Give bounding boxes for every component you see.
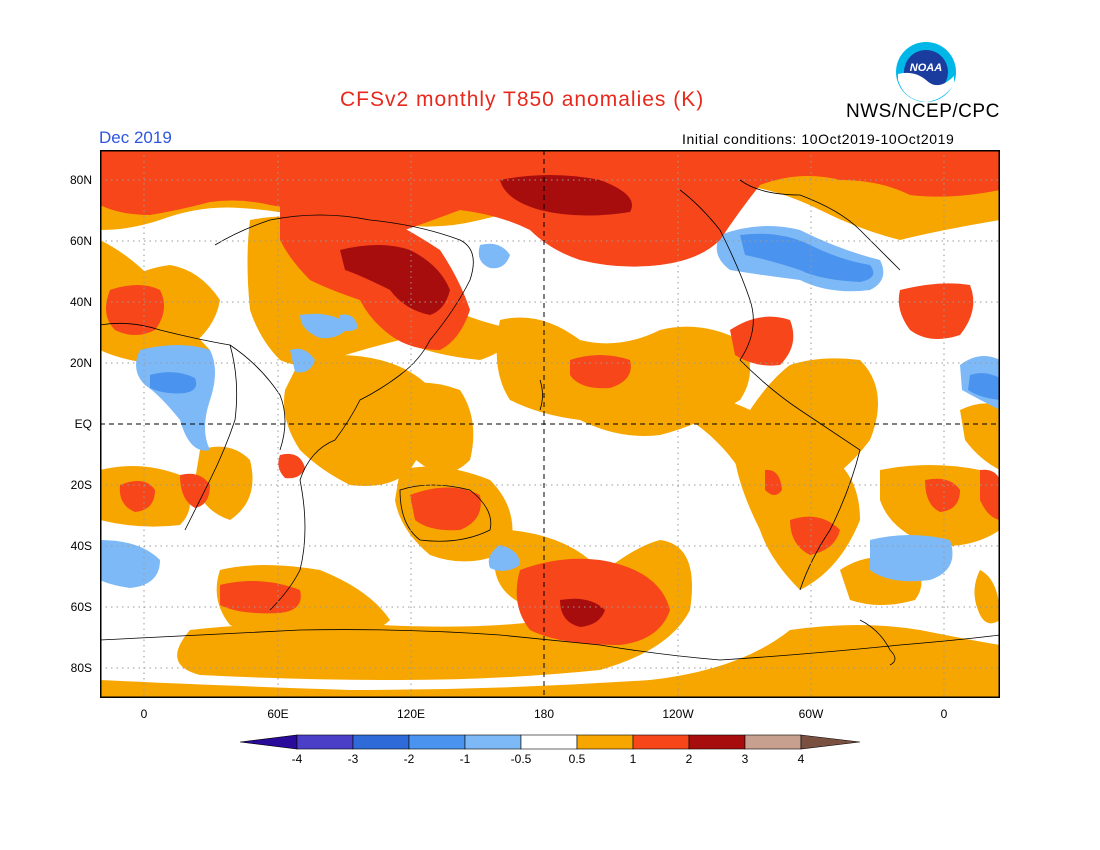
lat-label: 60S [70,600,92,614]
colorbar-swatch [464,734,522,750]
colorbar-label: -2 [403,752,415,766]
colorbar-swatch [296,734,354,750]
colorbar-label: 1 [629,752,637,766]
colorbar-label: -1 [459,752,471,766]
lat-label: 20S [70,478,92,492]
colorbar-swatch [632,734,690,750]
lat-label: 80N [69,173,92,187]
lon-label: 0 [140,707,148,721]
lon-label: 60W [798,707,824,721]
colorbar-label: 2 [685,752,693,766]
colorbar-label: 4 [797,752,805,766]
colorbar-label: -4 [291,752,303,766]
agency-label: NWS/NCEP/CPC [846,101,1000,122]
reference-lines [100,150,1000,698]
anomaly-band-hot [340,175,632,627]
anomaly-band-cool [100,226,1000,588]
lon-label: 0 [940,707,948,721]
colorbar-swatch [576,734,634,750]
anomaly-band-cold [150,233,1000,400]
lat-label: 60N [69,234,92,248]
colorbar-swatch [688,734,746,750]
colorbar-swatch [744,734,802,750]
colorbar-label: 0.5 [568,752,586,766]
lon-label: 60E [267,707,289,721]
lat-label: 40N [69,295,92,309]
colorbar-swatch [352,734,410,750]
colorbar-label: -3 [347,752,359,766]
anomaly-map [100,150,1000,698]
grid-lines [100,150,1000,698]
forecast-month: Dec 2019 [99,128,172,147]
lon-label: 120E [396,707,426,721]
colorbar-swatch [800,734,861,750]
lon-label: 180 [533,707,555,721]
svg-text:NOAA: NOAA [910,62,942,74]
noaa-logo-icon: NOAA [896,42,956,102]
lat-label: 20N [69,356,92,370]
coastlines [100,179,1000,666]
colorbar-swatch [408,734,466,750]
lat-label: 40S [70,539,92,553]
colorbar-swatch [520,734,578,750]
initial-conditions: Initial conditions: 10Oct2019-10Oct2019 [682,131,955,147]
colorbar [239,734,861,750]
colorbar-label: -0.5 [510,752,532,766]
lat-label: 80S [70,661,92,675]
colorbar-swatch [239,734,298,750]
colorbar-label: 3 [741,752,749,766]
lat-label: EQ [74,417,92,431]
lon-label: 120W [662,707,694,721]
chart-title: CFSv2 monthly T850 anomalies (K) [340,88,705,111]
